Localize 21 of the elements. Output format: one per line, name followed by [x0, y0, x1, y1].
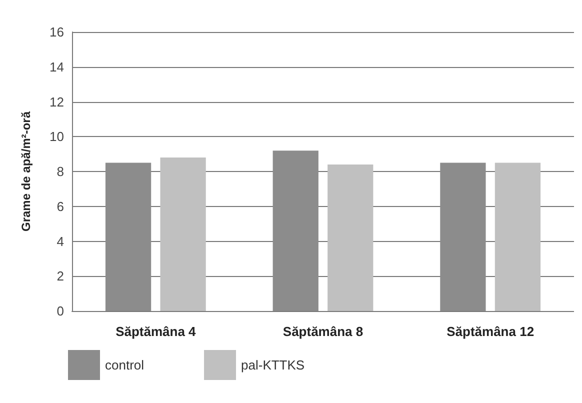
y-tick-label: 12	[50, 94, 64, 110]
x-tick-label: Săptămâna 4	[116, 324, 197, 339]
bar	[160, 158, 206, 311]
y-tick-label: 14	[50, 59, 64, 74]
x-tick-label: Săptămâna 8	[282, 324, 364, 339]
bar	[105, 162, 152, 311]
bar	[328, 164, 374, 311]
y-axis-title: Grame de apă/m²-oră	[19, 111, 33, 232]
legend-label: control	[105, 358, 144, 372]
y-tick-label: 16	[50, 24, 64, 40]
bar	[440, 162, 486, 311]
y-tick-label: 8	[56, 164, 64, 179]
y-tick-label: 0	[56, 304, 64, 318]
y-tick-label: 6	[56, 198, 64, 214]
y-tick-label: 4	[56, 234, 64, 249]
x-tick-label: Săptămâna 12	[446, 324, 534, 339]
legend-label: pal-KTTKS	[241, 358, 305, 372]
y-tick-label: 10	[50, 129, 64, 144]
bar	[272, 150, 318, 311]
bar	[494, 162, 541, 311]
y-tick-label: 2	[56, 268, 64, 284]
